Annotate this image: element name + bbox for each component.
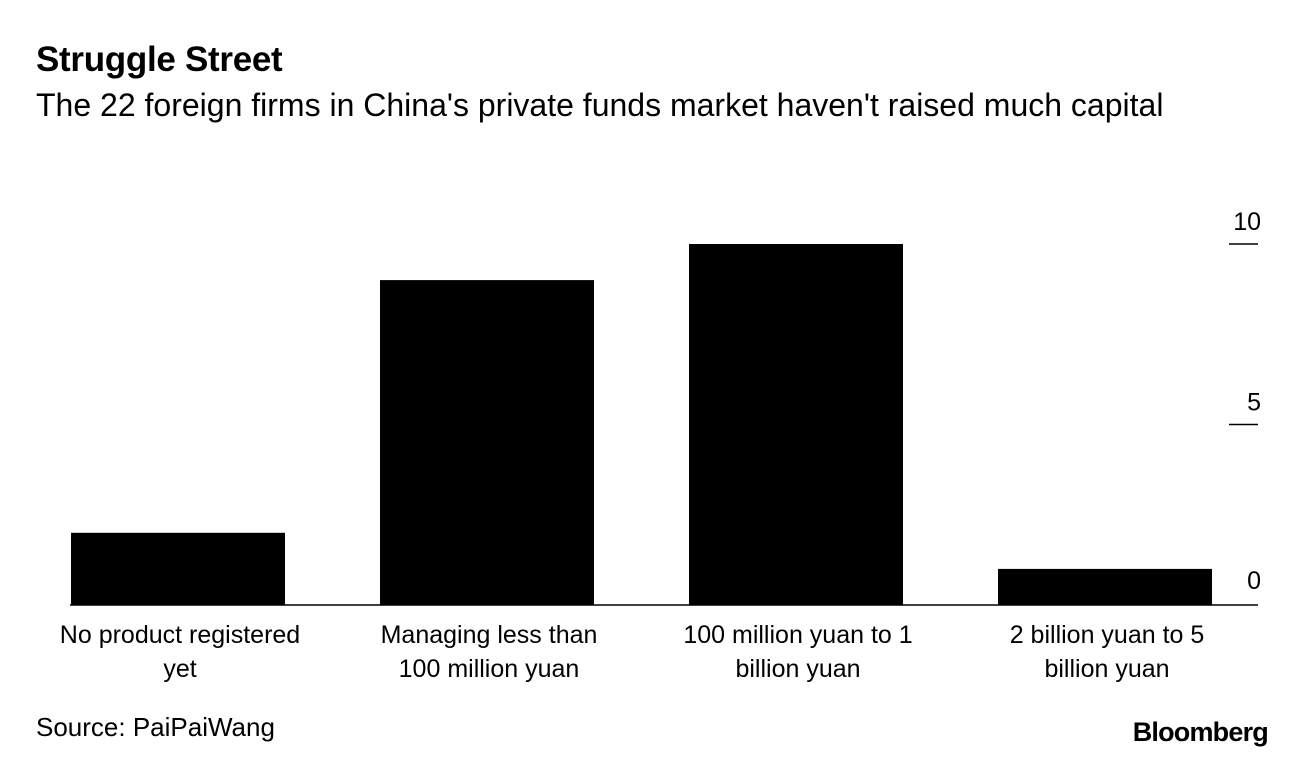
- chart-title: Struggle Street: [36, 40, 283, 79]
- category-label: Managing less than 100 million yuan: [381, 621, 598, 683]
- y-tick-label: 0: [1247, 567, 1261, 595]
- category-label: 100 million yuan to 1 billion yuan: [683, 621, 912, 683]
- bar-3: [689, 244, 903, 605]
- bar-2: [380, 280, 594, 605]
- category-label: 2 billion yuan to 5 billion yuan: [1010, 621, 1205, 683]
- y-tick-label: 10: [1233, 208, 1261, 236]
- chart-subtitle: The 22 foreign firms in China's private …: [36, 87, 1164, 123]
- bar-1: [71, 532, 285, 605]
- source-note: Source: PaiPaiWang: [36, 712, 275, 742]
- bar-4: [998, 568, 1212, 605]
- bloomberg-logo: Bloomberg: [1132, 717, 1269, 747]
- category-label: No product registered yet: [60, 621, 300, 683]
- y-tick-label: 5: [1247, 389, 1261, 417]
